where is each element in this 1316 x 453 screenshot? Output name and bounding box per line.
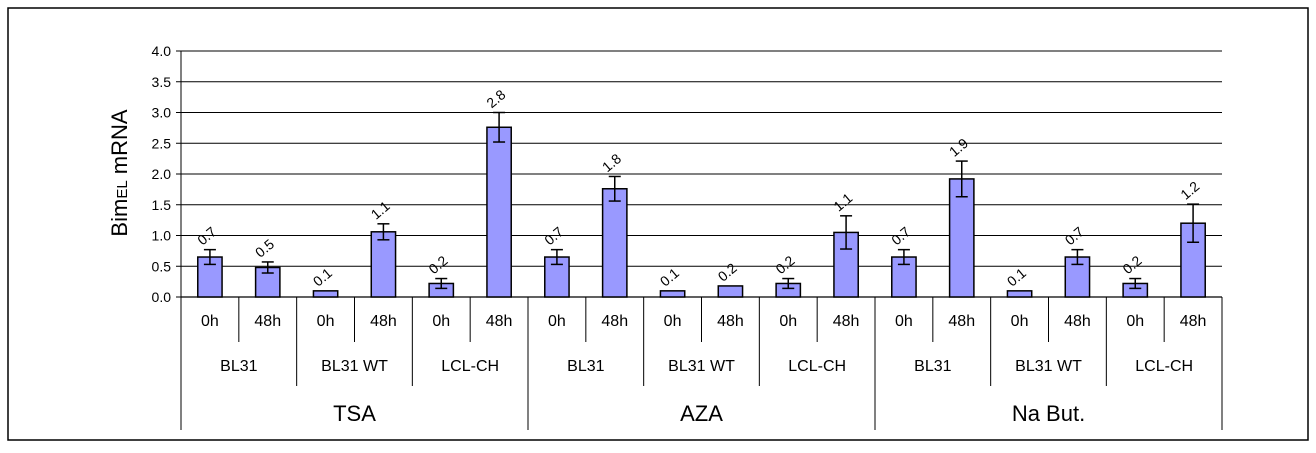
time-label: 48h (833, 313, 860, 330)
time-label: 0h (317, 313, 335, 330)
time-label: 0h (1011, 313, 1029, 330)
grid-layer (181, 50, 1222, 298)
bar (254, 266, 281, 298)
time-label: 0h (432, 313, 450, 330)
cell-line-label: BL31 WT (668, 358, 735, 375)
bar (370, 231, 397, 298)
cell-line-label: LCL-CH (1135, 358, 1193, 375)
cell-line-label: BL31 (567, 358, 604, 375)
time-label: 48h (948, 313, 975, 330)
cell-line-label: LCL-CH (441, 358, 499, 375)
time-label: 48h (1180, 313, 1207, 330)
time-label: 48h (601, 313, 628, 330)
time-label: 0h (548, 313, 566, 330)
bar-layer (197, 111, 1206, 298)
time-label: 48h (1064, 313, 1091, 330)
y-tick-label: 3.5 (152, 74, 172, 90)
bar (601, 188, 628, 298)
bar (197, 256, 223, 298)
cell-line-label: BL31 (914, 358, 951, 375)
treatment-group-label: Na But. (1012, 401, 1085, 426)
y-tick-label: 1.0 (152, 228, 172, 244)
cell-line-label: BL31 WT (1015, 358, 1082, 375)
time-label: 48h (486, 313, 513, 330)
cell-line-label: LCL-CH (788, 358, 846, 375)
bar (659, 290, 686, 298)
bar (1006, 290, 1033, 298)
y-tick-label: 1.5 (152, 197, 172, 213)
bar (312, 290, 339, 298)
chart-border (7, 7, 1309, 441)
y-tick-label: 2.5 (152, 135, 172, 151)
time-label: 48h (254, 313, 281, 330)
axis-layer: 0.0 0.5 1.0 1.5 2.0 2.5 3.0 3.5 4.0 (152, 43, 1223, 430)
treatment-group-label: TSA (333, 401, 376, 426)
time-label: 0h (1126, 313, 1144, 330)
time-label: 0h (779, 313, 797, 330)
y-axis-label: BimEL mRNA (107, 109, 132, 236)
time-label: 48h (370, 313, 397, 330)
treatment-group-label: AZA (680, 401, 723, 426)
time-label: 0h (201, 313, 219, 330)
y-tick-label: 2.0 (152, 166, 172, 182)
time-label: 0h (895, 313, 913, 330)
cell-line-label: BL31 (220, 358, 257, 375)
time-label: 48h (717, 313, 744, 330)
y-tick-label: 4.0 (152, 43, 172, 59)
bar (948, 178, 975, 298)
y-tick-label: 0.0 (152, 289, 172, 305)
bar (486, 126, 512, 298)
cell-line-label: BL31 WT (321, 358, 388, 375)
y-tick-label: 0.5 (152, 258, 172, 274)
time-label: 0h (664, 313, 682, 330)
y-tick-label: 3.0 (152, 105, 172, 121)
bar (717, 285, 744, 298)
